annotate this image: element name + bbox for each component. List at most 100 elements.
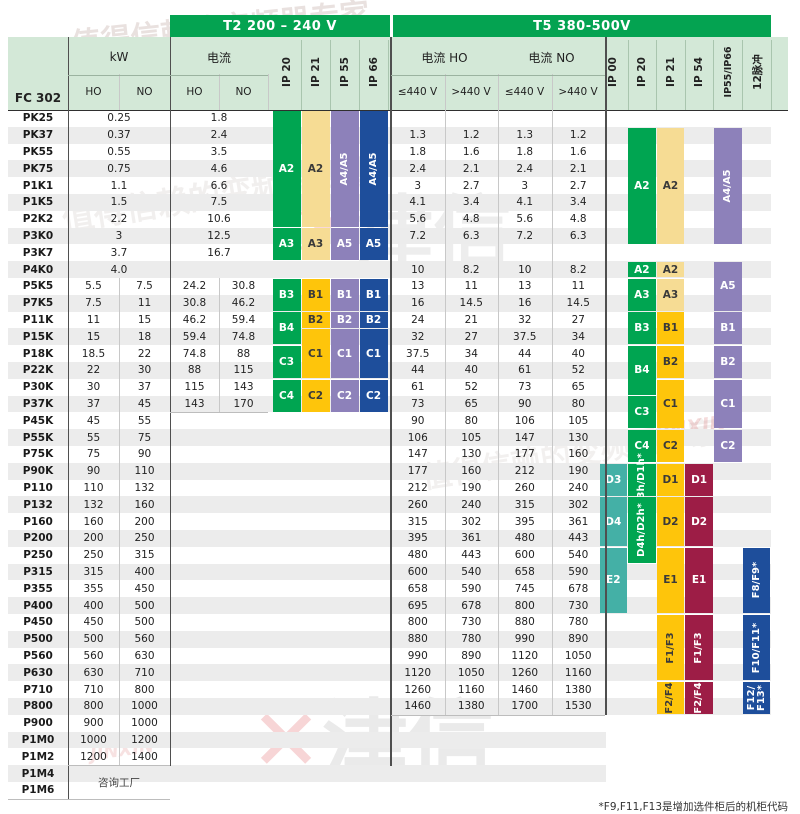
t5-current-value-cell: 65 (464, 397, 478, 410)
grid-line (390, 37, 392, 766)
frame-block: A4/A5 (330, 110, 359, 227)
model-cell: P5K5 (22, 280, 54, 293)
t5-current-value-cell: 480 (514, 532, 535, 545)
t5-current-value-cell: 4.8 (462, 213, 480, 226)
kw-no-value-cell: 710 (134, 666, 155, 679)
t5-current-value-cell: 105 (568, 414, 589, 427)
model-cell: P160 (23, 515, 53, 528)
t5-current-value-cell: 695 (407, 599, 428, 612)
kw-no-value-cell: 75 (137, 431, 152, 444)
model-cell: P15K (22, 330, 54, 343)
ip-column-header: IP 55 (338, 57, 351, 87)
model-cell: P110 (23, 481, 53, 494)
frame-block: A5 (330, 228, 359, 261)
table-row-stripe (8, 261, 771, 278)
t5-current-value-cell: 7.2 (409, 229, 427, 242)
frame-block: A3 (656, 278, 685, 311)
kw-no-value-cell: 315 (134, 549, 155, 562)
frame-block-label: A4/A5 (338, 152, 350, 186)
kw-no-value-cell: 1400 (131, 750, 158, 763)
frame-block: A2 (656, 127, 685, 244)
grid-line (391, 74, 605, 76)
frame-block: D2 (685, 497, 713, 546)
grid-line (68, 74, 268, 76)
model-cell: P200 (23, 532, 53, 545)
kw-ho-value-cell: 45 (86, 414, 101, 427)
kw-ho-value-cell: 75 (86, 448, 101, 461)
grid-line (119, 278, 120, 766)
t5-current-value-cell: 800 (514, 599, 535, 612)
model-cell: P1M4 (21, 767, 55, 780)
kw-ho-value-cell: 315 (83, 565, 104, 578)
frame-block: A2 (628, 127, 656, 244)
table-row-stripe (8, 731, 606, 749)
t5-current-value-cell: 44 (518, 347, 532, 360)
frame-block: A3 (301, 228, 330, 261)
t2-current-value-cell: 1.8 (210, 112, 228, 125)
t5-current-value-cell: 90 (411, 414, 425, 427)
t2-current-no-cell: 143 (233, 381, 254, 394)
t2-current-value-cell: 4.6 (210, 162, 228, 175)
t5-current-value-cell: 1460 (511, 683, 539, 696)
t5-current-value-cell: 361 (461, 532, 482, 545)
frame-block-label: F1/F3 (664, 631, 676, 664)
t5-current-value-cell: 678 (461, 599, 482, 612)
kw-value-cell: 1.1 (110, 179, 128, 192)
t5-current-value-cell: 800 (407, 616, 428, 629)
kw-ho-value-cell: 37 (86, 397, 101, 410)
frame-block: C2 (301, 379, 330, 412)
frame-block: A5 (359, 228, 388, 261)
kw-value-cell: 0.25 (107, 112, 131, 125)
t2-current-value-cell: 6.6 (210, 179, 228, 192)
t5-current-value-cell: 1.8 (409, 145, 427, 158)
t5-current-value-cell: 80 (464, 414, 478, 427)
t5-no-gt440-header: >440 V (558, 86, 598, 98)
frame-block-label: F2/F4 (664, 682, 676, 714)
t5-current-value-cell: 61 (518, 364, 532, 377)
frame-block: D1 (656, 463, 685, 496)
t5-current-value-cell: 1.8 (516, 145, 534, 158)
model-cell: P45K (22, 414, 54, 427)
t2-current-value-cell: 7.5 (210, 196, 228, 209)
t5-current-value-cell: 260 (514, 481, 535, 494)
t5-current-value-cell: 8.2 (462, 263, 480, 276)
frame-block: B2 (301, 312, 330, 328)
t5-current-value-cell: 1260 (511, 666, 539, 679)
model-cell: P1M0 (21, 733, 55, 746)
frame-block: E1 (656, 547, 685, 614)
kw-no-value-cell: 1000 (131, 700, 158, 713)
t5-current-value-cell: 315 (514, 498, 535, 511)
frame-block: B4 (628, 346, 656, 395)
frame-block: B1 (656, 312, 685, 345)
kw-value-cell: 3.7 (110, 246, 128, 259)
kw-ho-value-cell: 160 (83, 515, 104, 528)
t5-current-value-cell: 1380 (564, 683, 592, 696)
kw-no-value-cell: 11 (137, 297, 152, 310)
t5-current-value-cell: 3.4 (462, 196, 480, 209)
t2-current-ho-cell: 46.2 (182, 313, 207, 326)
model-cell: P37K (22, 397, 54, 410)
t2-current-ho-cell: 143 (184, 397, 205, 410)
kw-no-value-cell: 7.5 (136, 280, 153, 293)
t5-current-value-cell: 73 (518, 381, 532, 394)
kw-ho-value-cell: 132 (83, 498, 104, 511)
t5-current-value-cell: 600 (514, 549, 535, 562)
table-row-stripe (8, 462, 771, 480)
t5-current-value-cell: 260 (407, 498, 428, 511)
frame-block: C3 (628, 396, 656, 429)
t5-current-value-cell: 106 (514, 414, 535, 427)
kw-value-cell: 0.75 (107, 162, 131, 175)
model-cell: PK25 (22, 112, 54, 125)
model-cell: P132 (23, 498, 53, 511)
table-row-stripe (8, 328, 771, 346)
t5-ho-gt440-header: >440 V (451, 86, 491, 98)
t5-current-value-cell: 590 (461, 582, 482, 595)
kw-ho-value-cell: 250 (83, 549, 104, 562)
kw-no-value-cell: 160 (134, 498, 155, 511)
t5-current-value-cell: 3 (521, 179, 529, 192)
frame-block-label: F8/F9* (750, 562, 762, 599)
t5-current-value-cell: 890 (461, 649, 482, 662)
kw-no-value-cell: 630 (134, 649, 155, 662)
model-cell: P2K2 (22, 213, 54, 226)
